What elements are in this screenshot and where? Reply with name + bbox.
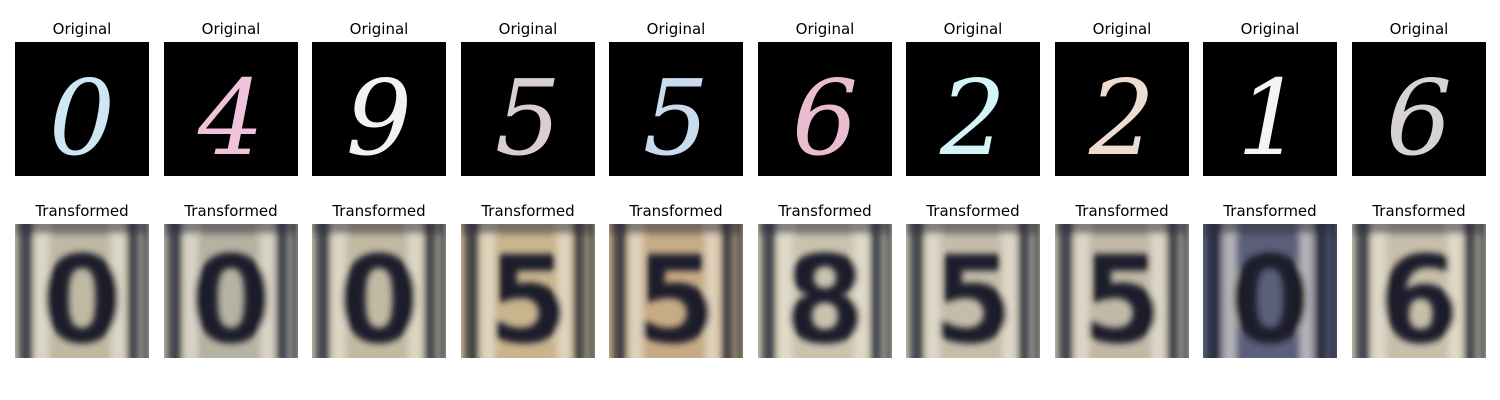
transformed-panel: Transformed 5 (461, 202, 595, 358)
original-panel: Original 6 (758, 20, 892, 176)
transformed-panel: Transformed 0 (312, 202, 446, 358)
original-panel: Original 4 (164, 20, 298, 176)
panel-title: Transformed (1223, 202, 1317, 220)
panel-title: Transformed (629, 202, 723, 220)
digit-glyph: 5 (1080, 232, 1164, 358)
original-panel: Original 0 (15, 20, 149, 176)
original-panel: Original 2 (1055, 20, 1189, 176)
original-digit-image: 2 (1055, 42, 1189, 176)
digit-glyph: 5 (931, 232, 1015, 358)
transformed-digit-image: 8 (758, 224, 892, 358)
transformed-digit-image: 0 (15, 224, 149, 358)
original-digit-image: 6 (1352, 42, 1486, 176)
original-digit-image: 4 (164, 42, 298, 176)
panel-title: Original (795, 20, 855, 38)
transformed-digit-image: 6 (1352, 224, 1486, 358)
panel-title: Original (201, 20, 261, 38)
transformed-digit-image: 5 (1055, 224, 1189, 358)
digit-glyph: 5 (643, 57, 709, 176)
panel-title: Original (646, 20, 706, 38)
original-digit-image: 6 (758, 42, 892, 176)
original-panel: Original 1 (1203, 20, 1337, 176)
digit-glyph: 4 (197, 57, 264, 176)
panel-title: Transformed (35, 202, 129, 220)
original-panel: Original 5 (461, 20, 595, 176)
original-digit-image: 9 (312, 42, 446, 176)
panel-title: Original (943, 20, 1003, 38)
panel-title: Transformed (481, 202, 575, 220)
original-digit-image: 2 (906, 42, 1040, 176)
digit-glyph: 0 (189, 232, 273, 358)
transformed-digit-image: 0 (312, 224, 446, 358)
transformed-digit-image: 5 (906, 224, 1040, 358)
digit-glyph: 2 (1088, 57, 1155, 176)
original-digit-image: 5 (609, 42, 743, 176)
transformed-digit-image: 5 (461, 224, 595, 358)
original-panel: Original 2 (906, 20, 1040, 176)
panel-title: Original (52, 20, 112, 38)
panel-title: Original (1092, 20, 1152, 38)
digit-glyph: 5 (495, 57, 561, 176)
transformed-panel: Transformed 5 (609, 202, 743, 358)
transformed-panel: Transformed 8 (758, 202, 892, 358)
panel-title: Transformed (1372, 202, 1466, 220)
panel-title: Transformed (1075, 202, 1169, 220)
transformed-panel: Transformed 0 (164, 202, 298, 358)
digit-glyph: 0 (49, 57, 115, 176)
original-panel: Original 9 (312, 20, 446, 176)
panel-title: Original (1389, 20, 1449, 38)
digit-glyph: 2 (939, 57, 1006, 176)
transformed-panel: Transformed 0 (1203, 202, 1337, 358)
digit-glyph: 8 (783, 232, 867, 358)
transformed-digit-image: 0 (1203, 224, 1337, 358)
original-panel: Original 6 (1352, 20, 1486, 176)
original-digit-image: 1 (1203, 42, 1337, 176)
panel-title: Transformed (332, 202, 426, 220)
digit-glyph: 9 (346, 57, 412, 176)
original-digit-image: 5 (461, 42, 595, 176)
transformed-panel: Transformed 5 (906, 202, 1040, 358)
panel-title: Transformed (926, 202, 1020, 220)
digit-glyph: 1 (1237, 57, 1303, 176)
digit-glyph: 5 (634, 232, 718, 358)
panel-title: Transformed (778, 202, 872, 220)
digit-glyph: 0 (40, 232, 124, 358)
digit-glyph: 6 (1377, 232, 1461, 358)
panel-title: Original (498, 20, 558, 38)
original-panel: Original 5 (609, 20, 743, 176)
transformed-digit-image: 5 (609, 224, 743, 358)
transformed-digit-image: 0 (164, 224, 298, 358)
transformed-panel: Transformed 5 (1055, 202, 1189, 358)
digit-glyph: 5 (486, 232, 570, 358)
transformed-panel: Transformed 6 (1352, 202, 1486, 358)
panel-title: Original (1240, 20, 1300, 38)
digit-glyph: 6 (792, 57, 858, 176)
transformed-panel: Transformed 0 (15, 202, 149, 358)
digit-glyph: 6 (1386, 57, 1452, 176)
panel-title: Transformed (184, 202, 278, 220)
original-digit-image: 0 (15, 42, 149, 176)
digit-glyph: 0 (337, 232, 421, 358)
digit-glyph: 0 (1228, 232, 1312, 358)
panel-title: Original (349, 20, 409, 38)
